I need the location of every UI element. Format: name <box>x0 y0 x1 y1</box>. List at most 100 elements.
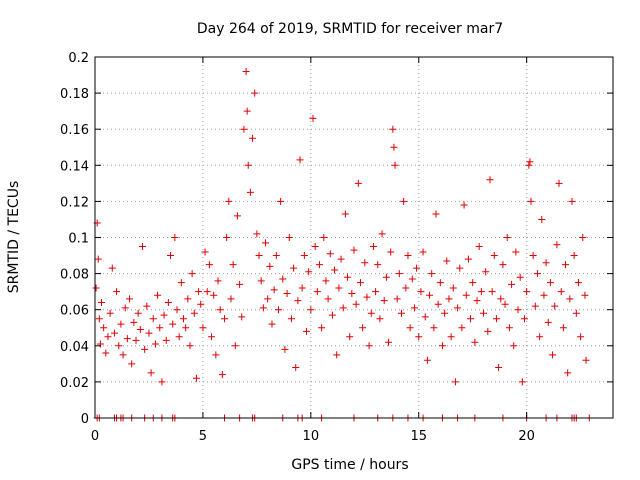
data-point <box>531 302 539 310</box>
data-point <box>251 89 259 97</box>
data-point <box>292 363 300 371</box>
data-point <box>229 261 237 269</box>
data-point <box>391 161 399 169</box>
x-axis-label: GPS time / hours <box>291 457 408 473</box>
data-point <box>328 311 336 319</box>
data-point <box>290 264 298 272</box>
data-point <box>313 288 321 296</box>
y-tick-label: 0.08 <box>60 268 89 283</box>
data-point <box>404 252 412 260</box>
data-point <box>518 378 526 386</box>
y-tick-label: 0.14 <box>60 159 89 174</box>
data-point <box>443 257 451 265</box>
data-point <box>199 324 207 332</box>
data-point <box>529 252 537 260</box>
data-point <box>162 336 170 344</box>
data-point <box>285 234 293 241</box>
y-tick-label: 0.16 <box>60 123 89 138</box>
data-point <box>480 309 487 317</box>
data-point <box>212 351 220 359</box>
data-point <box>544 318 552 326</box>
data-point <box>341 210 349 218</box>
data-point <box>300 252 308 260</box>
data-point <box>445 295 453 303</box>
data-point <box>315 261 323 269</box>
data-point <box>243 107 251 115</box>
data-point <box>562 261 570 269</box>
data-point <box>283 289 291 297</box>
data-point <box>527 197 535 205</box>
data-point <box>419 248 427 256</box>
y-tick-label: 0 <box>81 412 89 427</box>
data-point <box>510 342 518 350</box>
data-point <box>119 351 127 359</box>
data-point <box>514 306 522 314</box>
data-point <box>475 243 483 251</box>
data-point <box>572 309 580 317</box>
data-point <box>130 318 138 326</box>
data-point <box>277 197 285 205</box>
data-point <box>186 342 194 350</box>
data-point <box>434 300 442 308</box>
data-point <box>456 264 464 272</box>
data-point <box>167 252 175 260</box>
data-point <box>441 309 449 317</box>
x-tick-label: 15 <box>410 429 427 444</box>
data-point <box>154 291 162 299</box>
y-tick-label: 0.04 <box>60 340 89 355</box>
data-point <box>242 67 250 75</box>
data-point <box>380 297 388 305</box>
data-point <box>110 329 118 337</box>
data-point <box>387 248 395 256</box>
data-point <box>447 333 455 341</box>
data-point <box>390 143 398 151</box>
y-tick-label: 0.1 <box>68 232 89 247</box>
data-point <box>402 284 410 292</box>
data-point <box>363 293 371 301</box>
data-point <box>553 241 561 249</box>
data-point <box>307 306 315 314</box>
data-point <box>464 255 472 263</box>
data-point <box>208 333 216 341</box>
data-point <box>218 371 226 379</box>
data-point <box>190 309 198 317</box>
y-tick-label: 0.02 <box>60 376 89 391</box>
data-point <box>311 243 319 251</box>
y-tick-label: 0.2 <box>68 51 89 66</box>
data-point <box>272 252 280 260</box>
data-point <box>549 351 557 359</box>
data-point <box>428 270 436 278</box>
data-point <box>175 333 183 341</box>
data-point <box>577 333 585 341</box>
data-point <box>359 324 367 332</box>
data-point <box>574 279 582 287</box>
data-point <box>559 324 567 332</box>
data-point <box>469 279 477 287</box>
data-point <box>227 295 235 303</box>
data-point <box>236 280 244 288</box>
data-point <box>462 291 470 299</box>
data-point <box>356 279 364 287</box>
data-point <box>257 277 265 285</box>
data-point <box>393 295 401 303</box>
data-point <box>372 288 380 296</box>
data-point <box>233 212 241 220</box>
data-point <box>397 309 405 317</box>
data-point <box>117 320 125 328</box>
data-point <box>309 114 317 122</box>
x-tick-label: 10 <box>303 429 320 444</box>
data-point <box>149 315 157 323</box>
data-point <box>145 329 153 337</box>
x-tick-label: 5 <box>199 429 207 444</box>
data-point <box>523 288 531 296</box>
y-axis-label: SRMTID / TECUs <box>6 181 22 294</box>
data-point <box>460 201 468 209</box>
data-point <box>318 324 326 332</box>
data-point <box>352 300 360 308</box>
data-point <box>169 320 177 328</box>
data-point <box>106 309 114 317</box>
data-point <box>158 378 166 386</box>
data-point <box>94 255 102 263</box>
data-point <box>279 275 287 283</box>
data-point <box>97 298 105 306</box>
